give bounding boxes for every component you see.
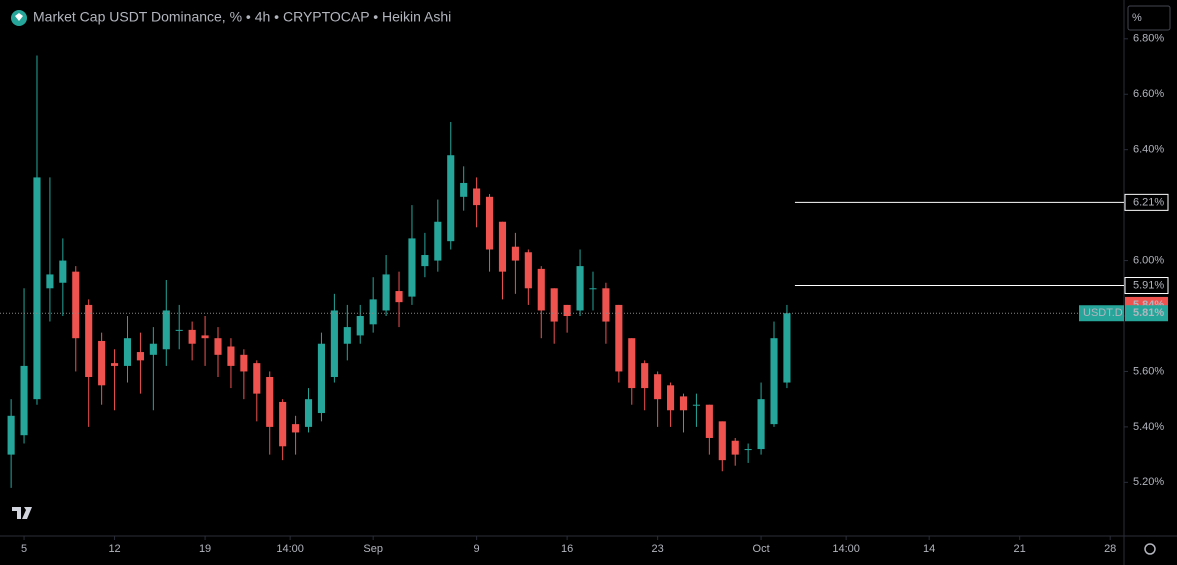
candle-body	[253, 363, 261, 394]
candle-body	[395, 291, 403, 303]
candle-body	[602, 288, 610, 322]
x-tick-label: 16	[561, 543, 573, 555]
candle-body	[485, 196, 494, 250]
candle-body	[473, 188, 481, 206]
candle-body	[654, 374, 662, 400]
candle-body	[770, 338, 778, 425]
price-label-box	[1124, 277, 1169, 295]
x-tick-label: 23	[652, 543, 664, 555]
y-tick-label: 6.60%	[1133, 88, 1164, 100]
price-label: 6.21%	[1133, 196, 1164, 208]
x-tick-label: 14:00	[276, 543, 304, 555]
x-tick-label: 5	[21, 543, 27, 555]
candle-body	[434, 221, 442, 261]
candle-body	[408, 238, 416, 297]
candle-body	[692, 404, 700, 406]
y-tick-label: 5.40%	[1133, 421, 1164, 433]
candle-body	[175, 329, 183, 331]
candle-body	[330, 310, 338, 377]
candle-body	[511, 246, 519, 261]
symbol-tag-box	[1079, 305, 1124, 322]
unit-button-label[interactable]: %	[1132, 12, 1142, 24]
candle-body	[679, 396, 688, 411]
candle-body	[447, 155, 455, 242]
candle-body	[266, 376, 274, 427]
chart-title: Market Cap USDT Dominance, % • 4h • CRYP…	[33, 9, 451, 25]
candle-body	[589, 288, 597, 290]
candle-body	[123, 338, 132, 366]
candle-body	[718, 421, 726, 461]
x-tick-label: 12	[108, 543, 120, 555]
candle-body	[149, 343, 157, 355]
candle-body	[757, 399, 765, 450]
x-tick-label: Sep	[363, 543, 383, 555]
x-tick-label: 14	[923, 543, 935, 555]
y-tick-label: 6.80%	[1133, 33, 1164, 45]
candle-body	[162, 310, 170, 350]
candle-body	[369, 299, 377, 325]
candle-body	[628, 338, 636, 389]
candle-body	[279, 401, 287, 447]
settings-icon[interactable]	[1144, 543, 1156, 555]
tv-logo	[12, 507, 32, 519]
candle-body	[731, 440, 739, 455]
candle-body	[382, 274, 390, 311]
x-tick-label: 14:00	[832, 543, 860, 555]
candle-body	[20, 365, 28, 436]
candle-body	[537, 268, 545, 311]
candle-body	[317, 343, 326, 414]
x-tick-label: 21	[1014, 543, 1026, 555]
price-label: 5.91%	[1133, 279, 1164, 291]
candle-body	[343, 327, 351, 344]
x-tick-label: 19	[199, 543, 211, 555]
candle-body	[615, 304, 623, 372]
candle-body	[214, 338, 222, 355]
symbol-logo-icon	[15, 13, 23, 21]
candle-body	[783, 313, 791, 383]
candle-body	[304, 399, 313, 427]
y-tick-label: 6.00%	[1133, 254, 1164, 266]
unit-button[interactable]	[1127, 5, 1171, 31]
symbol-tag: USDT.D	[1083, 307, 1123, 319]
y-tick-label: 5.60%	[1133, 365, 1164, 377]
candle-body	[46, 274, 54, 289]
candle-body	[98, 340, 106, 386]
candle-body	[550, 288, 558, 322]
candle-body	[85, 304, 93, 377]
candle-body	[188, 329, 196, 344]
candle-body	[292, 424, 300, 433]
last-price-box	[1125, 305, 1168, 322]
candle-body	[576, 266, 584, 311]
candle-body	[744, 449, 752, 451]
x-tick-label: Oct	[753, 543, 770, 555]
y-tick-label: 5.20%	[1133, 476, 1164, 488]
candle-body	[59, 260, 67, 283]
candle-body	[136, 352, 144, 361]
candle-body	[524, 252, 532, 289]
x-tick-label: 9	[474, 543, 480, 555]
candle-body	[498, 221, 507, 272]
y-tick-label: 6.40%	[1133, 144, 1164, 156]
candle-body	[240, 354, 248, 372]
candle-body	[33, 177, 41, 400]
candle-body	[7, 415, 15, 455]
candle-body	[460, 182, 468, 197]
candle-body	[111, 363, 119, 366]
last-price-label: 5.81%	[1133, 307, 1164, 319]
candle-body	[641, 363, 649, 389]
candle-body	[72, 271, 80, 339]
candle-body	[667, 385, 675, 411]
candle-body	[227, 346, 235, 366]
candle-body	[563, 304, 571, 317]
candle-body	[201, 335, 209, 339]
x-tick-label: 28	[1104, 543, 1116, 555]
price-label-box	[1124, 193, 1169, 211]
candle-body	[705, 404, 713, 438]
candle-body	[356, 316, 364, 336]
candle-body	[421, 255, 429, 267]
